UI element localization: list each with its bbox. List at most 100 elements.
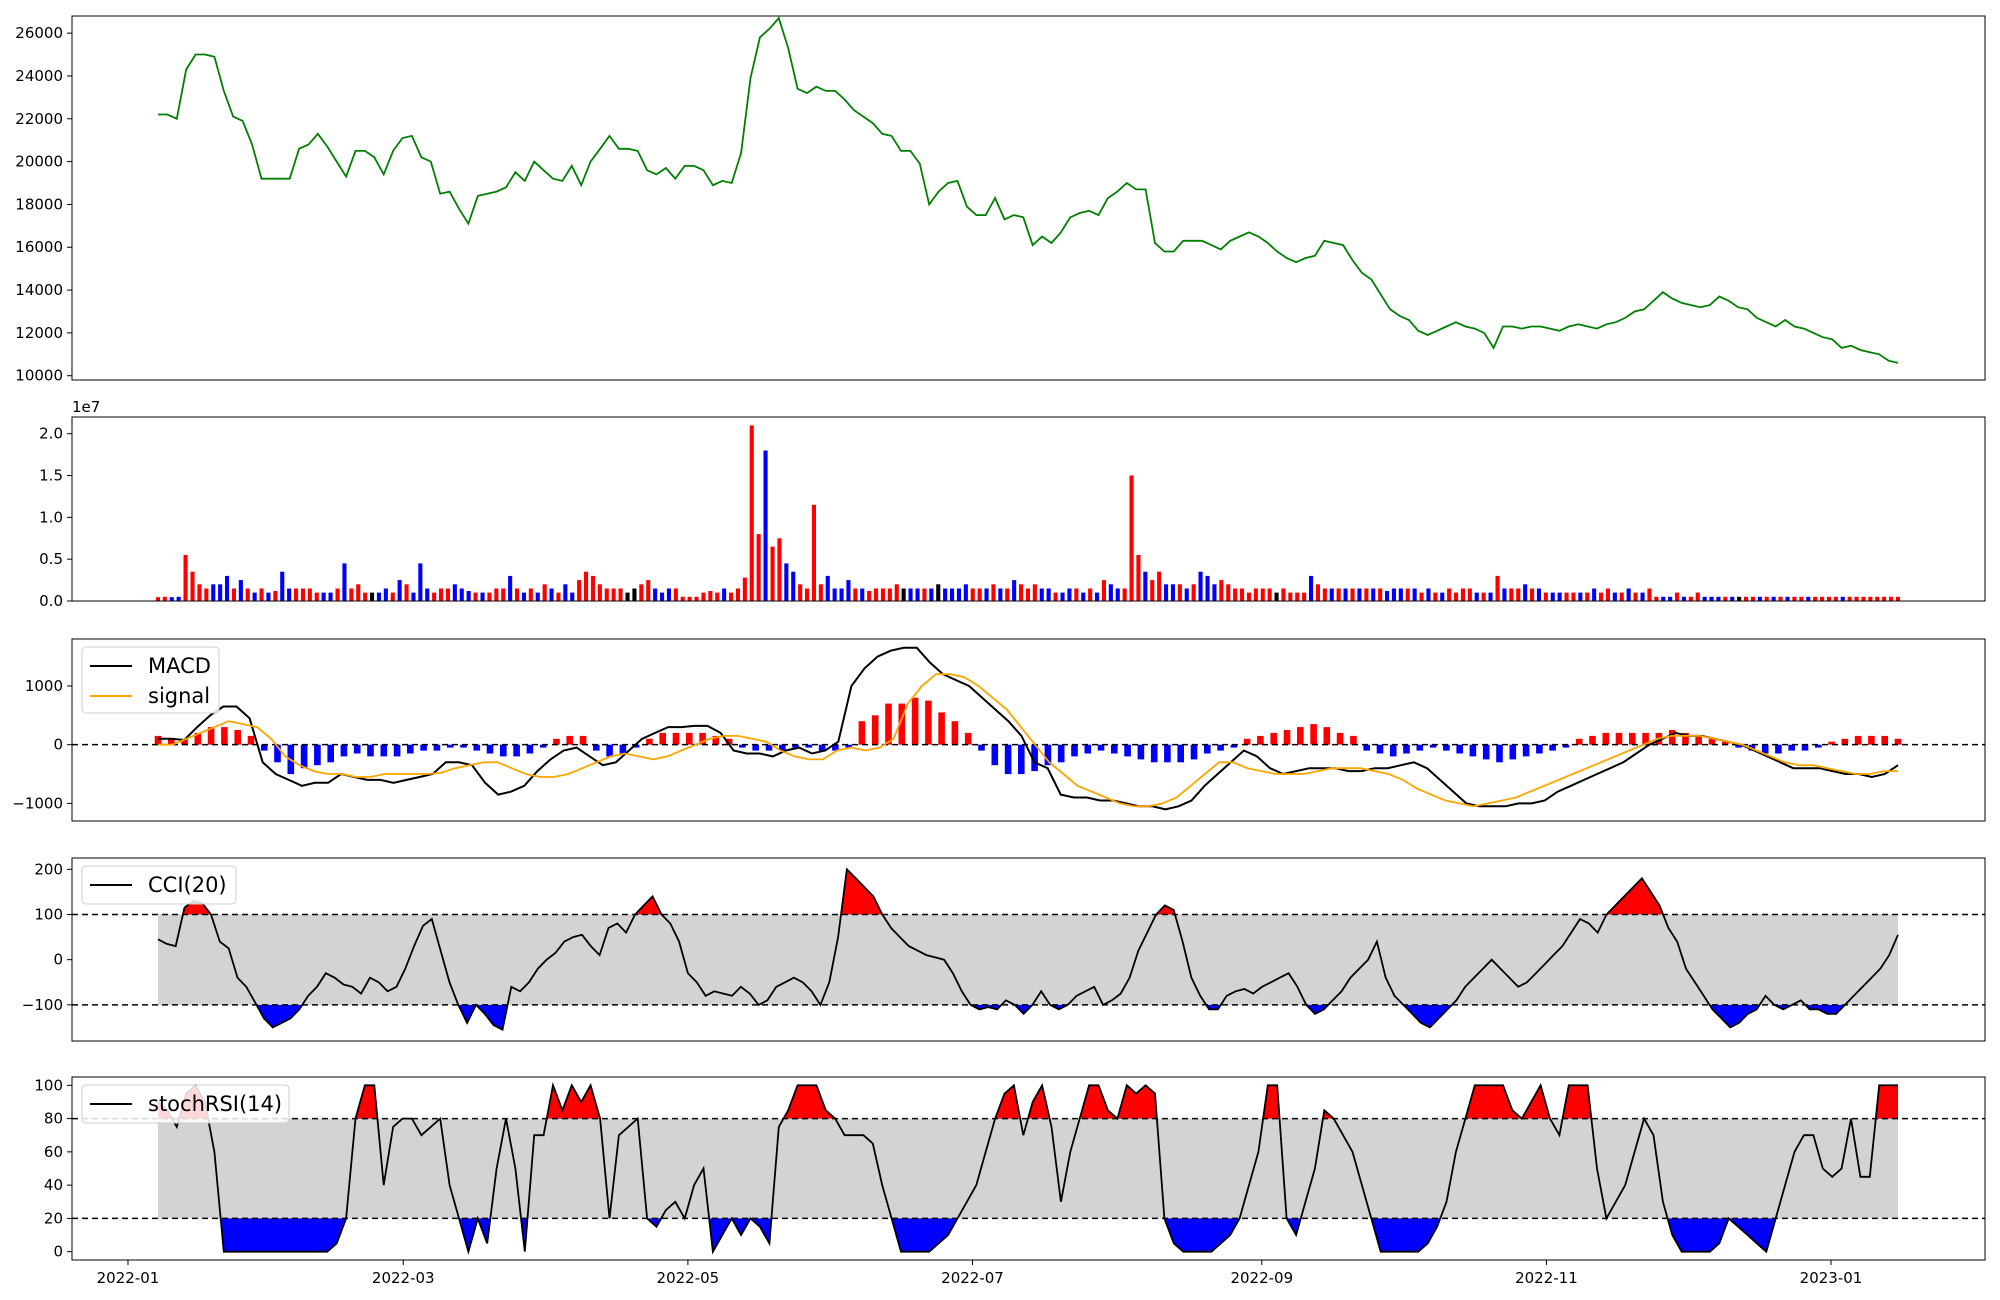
macd-histogram-bar (991, 744, 999, 766)
volume-bar (1198, 571, 1203, 601)
volume-bar (1405, 588, 1410, 601)
macd-histogram-bar (1881, 735, 1888, 745)
volume-bar (452, 584, 457, 601)
volume-bar (459, 588, 464, 601)
macd-histogram-bar (1164, 744, 1171, 763)
date-xtick-label: 2022-07 (941, 1269, 1004, 1287)
volume-bar (342, 563, 347, 601)
stochrsi-line (157, 1081, 1898, 1256)
date-xtick-label: 2022-11 (1515, 1269, 1578, 1287)
macd-histogram-bar (407, 744, 414, 754)
volume-bar (1329, 588, 1334, 601)
macd-legend-label: MACD (148, 654, 211, 678)
macd-histogram-bar (1602, 732, 1610, 745)
volume-bar (1509, 588, 1514, 601)
signal-line (158, 673, 1898, 808)
volume-bar (1557, 592, 1562, 601)
volume-bar (1626, 588, 1631, 601)
volume-bar (1502, 588, 1507, 601)
macd-histogram-bar (194, 732, 202, 745)
volume-bar (1550, 592, 1555, 601)
cci-panel: −100 0 100 200 CCI(20) (22, 857, 1986, 1042)
macd-histogram-bar (1708, 738, 1716, 745)
volume-bar (1322, 588, 1327, 601)
volume-bar (956, 588, 961, 601)
volume-bar (1571, 592, 1576, 601)
volume-bar (798, 584, 803, 601)
volume-bar (874, 588, 879, 601)
volume-bar (535, 592, 540, 601)
volume-bar (542, 584, 547, 601)
volume-bar (1543, 592, 1548, 601)
volume-ytick-label: 2.0 (39, 425, 63, 443)
volume-bar (1516, 588, 1521, 601)
volume-bar (1074, 588, 1079, 601)
volume-bar (1861, 596, 1866, 601)
volume-bar (425, 588, 430, 601)
volume-bar (1681, 596, 1686, 601)
volume-bar (963, 584, 968, 601)
macd-line (158, 646, 1899, 811)
volume-bar (722, 588, 727, 601)
price-ytick-label: 18000 (15, 195, 63, 213)
volume-bar (363, 592, 368, 601)
volume-bar (231, 588, 236, 601)
volume-bar (922, 588, 927, 601)
macd-histogram-bar (433, 744, 441, 751)
stochrsi-ytick-label: 80 (44, 1110, 63, 1128)
volume-bar (1647, 588, 1652, 601)
price-panel: 10000 12000 14000 16000 18000 20000 22000 24000… (15, 15, 1986, 385)
macd-histogram-bar (353, 744, 361, 754)
macd-histogram-bar (632, 744, 640, 748)
volume-bar (197, 584, 202, 601)
volume-bar (1454, 592, 1459, 601)
price-ytick-label: 14000 (15, 281, 63, 299)
volume-bar (1115, 588, 1120, 601)
macd-histogram-bar (1323, 727, 1331, 745)
macd-histogram-bar (1868, 735, 1875, 745)
macd-histogram-bar (553, 738, 560, 745)
volume-bar (245, 588, 250, 601)
price-ytick-label: 20000 (15, 153, 63, 171)
volume-bar (1875, 596, 1880, 601)
cci-ytick-label: 100 (34, 905, 63, 923)
macd-histogram-bar (1788, 744, 1795, 751)
macd-histogram-bar (1336, 732, 1344, 745)
volume-bar (915, 588, 920, 601)
volume-bar (266, 592, 271, 601)
volume-bar (176, 596, 181, 601)
volume-bar (549, 588, 554, 601)
volume-bar (1343, 588, 1348, 601)
macd-histogram-bar (646, 738, 653, 745)
macd-histogram-bar (460, 744, 467, 748)
volume-bar (811, 504, 816, 601)
volume-bar (1702, 596, 1707, 601)
macd-histogram-bar (1682, 732, 1689, 745)
macd-histogram-bar (1403, 744, 1410, 754)
macd-histogram-bar (1642, 732, 1649, 745)
volume-bar (950, 588, 955, 601)
macd-histogram-bar (1429, 744, 1437, 748)
stochrsi-legend-label: stochRSI(14) (148, 1092, 282, 1116)
macd-histogram-bar (1031, 744, 1038, 772)
price-ytick-label: 22000 (15, 110, 63, 128)
volume-bar (1792, 596, 1797, 601)
volume-bar (1813, 596, 1818, 601)
volume-bar (839, 588, 844, 601)
macd-histogram-bar (1257, 735, 1264, 745)
volume-bar (1081, 592, 1086, 601)
volume-bar (1778, 596, 1783, 601)
volume-bar (1129, 475, 1134, 601)
volume-bar (225, 575, 230, 601)
volume-bar (1488, 592, 1493, 601)
macd-histogram-bar (420, 744, 427, 751)
macd-histogram-bar (513, 744, 520, 757)
macd-histogram-bar (1310, 724, 1317, 745)
macd-histogram-bar (964, 732, 972, 745)
volume-bar (501, 588, 506, 601)
macd-histogram-bar (1376, 744, 1384, 754)
volume-bar (639, 584, 644, 601)
volume-bar (1046, 588, 1051, 601)
volume-bar (1309, 575, 1314, 601)
volume-bar (860, 588, 865, 601)
